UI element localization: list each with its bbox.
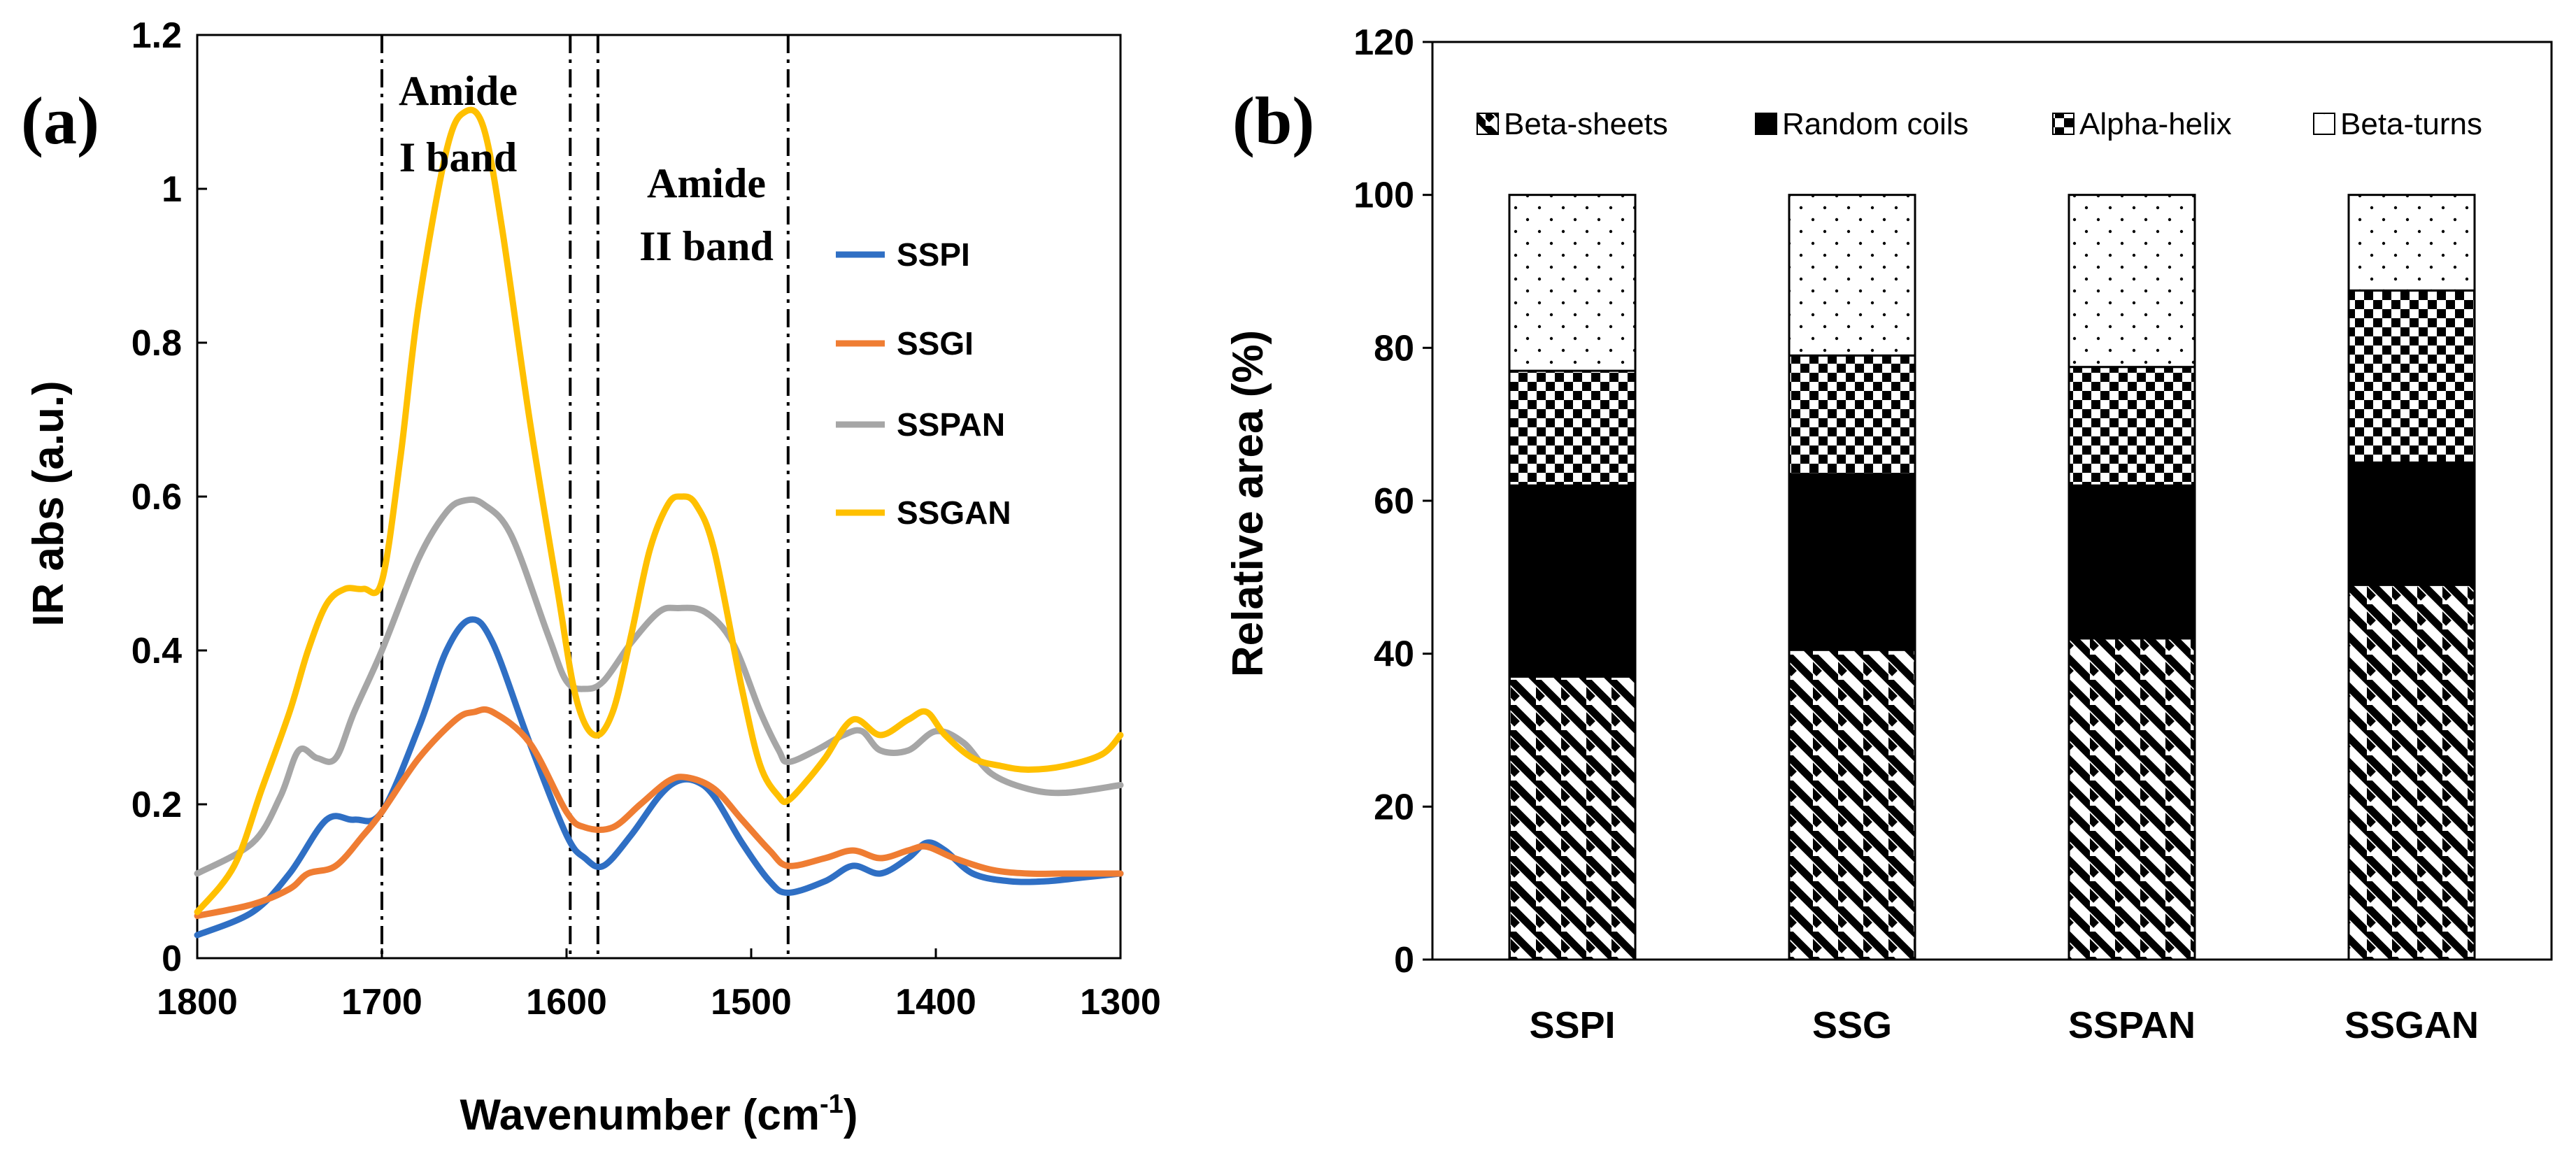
legend-label-beta-turns: Beta-turns	[2340, 107, 2482, 141]
stacked-bars	[1508, 194, 2476, 961]
legend-label-sspan: SSPAN	[897, 406, 1005, 443]
panel-a-x-ticks: 1800 1700 1600 1500 1400 1300	[157, 948, 1161, 1023]
x-tick-label-1500: 1500	[711, 982, 792, 1023]
bar-ssg-beta-turns	[1788, 194, 1916, 357]
series-line-ssgan	[194, 106, 1124, 916]
legend-label-sspi: SSPI	[897, 236, 970, 273]
b-y-tick-label-20: 20	[1374, 787, 1414, 827]
legend-swatch-alpha-helix	[2052, 113, 2075, 135]
panel-b-stacked-bar-chart: 0 20 40 60 80 100 120 SSPI SSG SSPAN SSGAN (b) Re…	[1224, 22, 2553, 1046]
b-y-tick-label-0: 0	[1394, 940, 1414, 981]
bar-ssgan-alpha-helix	[2347, 289, 2476, 464]
panel-b-y-ticks: 0 20 40 60 80 100 120	[1353, 22, 1432, 981]
series-line-ssgi	[194, 706, 1124, 919]
y-tick-label-0-8: 0.8	[131, 323, 182, 364]
y-tick-label-0-6: 0.6	[131, 477, 182, 518]
x-tick-label-1800: 1800	[157, 982, 238, 1023]
bar-sspan-beta-turns	[2068, 194, 2196, 369]
bar-ssgan-beta-turns	[2347, 194, 2476, 292]
panel-b-y-axis-title: Relative area (%)	[1224, 330, 1272, 677]
bar-sspan-beta-sheets	[2068, 637, 2196, 961]
panel-a-x-axis-title: Wavenumber (cm-1)	[460, 1090, 858, 1139]
bar-sspan-random-coils	[2068, 484, 2196, 640]
panel-a-legend: SSPI SSGI SSPAN SSGAN	[836, 236, 1011, 531]
panel-a-y-axis-title: IR abs (a.u.)	[24, 380, 73, 626]
legend-label-random-coils: Random coils	[1782, 107, 1969, 141]
bar-sspi-random-coils	[1508, 484, 1637, 678]
bar-ssg-alpha-helix	[1788, 354, 1916, 476]
amide-band-lines	[380, 35, 790, 958]
bar-sspan-alpha-helix	[2068, 366, 2196, 487]
y-tick-label-0: 0	[162, 939, 182, 979]
x-tick-label-1600: 1600	[526, 982, 607, 1023]
category-label-sspi: SSPI	[1529, 1004, 1615, 1046]
bar-sspi-alpha-helix	[1508, 369, 1637, 487]
b-y-tick-label-120: 120	[1353, 22, 1414, 63]
legend-label-ssgi: SSGI	[897, 325, 974, 362]
x-axis-title-main: Wavenumber (cm	[460, 1091, 820, 1139]
b-y-tick-label-100: 100	[1353, 176, 1414, 216]
bar-ssgan-random-coils	[2347, 461, 2476, 586]
category-label-ssgan: SSGAN	[2344, 1004, 2479, 1046]
bar-ssgan-beta-sheets	[2347, 583, 2476, 961]
legend-label-alpha-helix: Alpha-helix	[2079, 107, 2232, 141]
bar-ssg-random-coils	[1788, 473, 1916, 651]
amide-i-annotation-line2: I band	[399, 134, 517, 180]
series-line-sspi	[194, 616, 1124, 939]
bar-ssg-beta-sheets	[1788, 648, 1916, 961]
x-tick-label-1300: 1300	[1080, 982, 1161, 1023]
panel-b-legend: Beta-sheets Random coils Alpha-helix Bet…	[1476, 107, 2482, 141]
amide-ii-annotation-line2: II band	[639, 223, 774, 269]
x-axis-title-superscript: -1	[820, 1090, 844, 1119]
legend-swatch-beta-turns	[2313, 113, 2335, 135]
legend-swatch-beta-sheets	[1476, 113, 1499, 135]
x-axis-title-end: )	[844, 1091, 858, 1139]
amide-ii-annotation-line1: Amide	[647, 160, 766, 206]
legend-label-beta-sheets: Beta-sheets	[1504, 107, 1668, 141]
y-tick-label-0-2: 0.2	[131, 785, 182, 825]
category-label-ssg: SSG	[1812, 1004, 1892, 1046]
panel-a-line-chart: 0 0.2 0.4 0.6 0.8 1 1.2 1800 1700 1600 1500 1400 13…	[21, 15, 1161, 1139]
x-tick-label-1400: 1400	[895, 982, 976, 1023]
bar-sspi-beta-turns	[1508, 194, 1637, 372]
ir-spectra-series	[194, 106, 1124, 939]
b-y-tick-label-60: 60	[1374, 481, 1414, 522]
y-tick-label-0-4: 0.4	[131, 631, 182, 671]
y-tick-label-1-2: 1.2	[131, 15, 182, 56]
panel-a-y-ticks: 0 0.2 0.4 0.6 0.8 1 1.2	[131, 15, 207, 979]
b-y-tick-label-80: 80	[1374, 328, 1414, 369]
x-tick-label-1700: 1700	[341, 982, 422, 1023]
b-y-tick-label-40: 40	[1374, 634, 1414, 675]
category-label-sspan: SSPAN	[2068, 1004, 2196, 1046]
panel-a-label: (a)	[21, 83, 99, 158]
panel-b-category-labels: SSPI SSG SSPAN SSGAN	[1529, 1004, 2479, 1046]
legend-label-ssgan: SSGAN	[897, 494, 1011, 531]
y-tick-label-1: 1	[162, 169, 182, 210]
panel-b-label: (b)	[1232, 83, 1314, 158]
bar-sspi-beta-sheets	[1508, 675, 1637, 961]
legend-swatch-random-coils	[1755, 113, 1777, 135]
amide-i-annotation-line1: Amide	[399, 68, 518, 114]
